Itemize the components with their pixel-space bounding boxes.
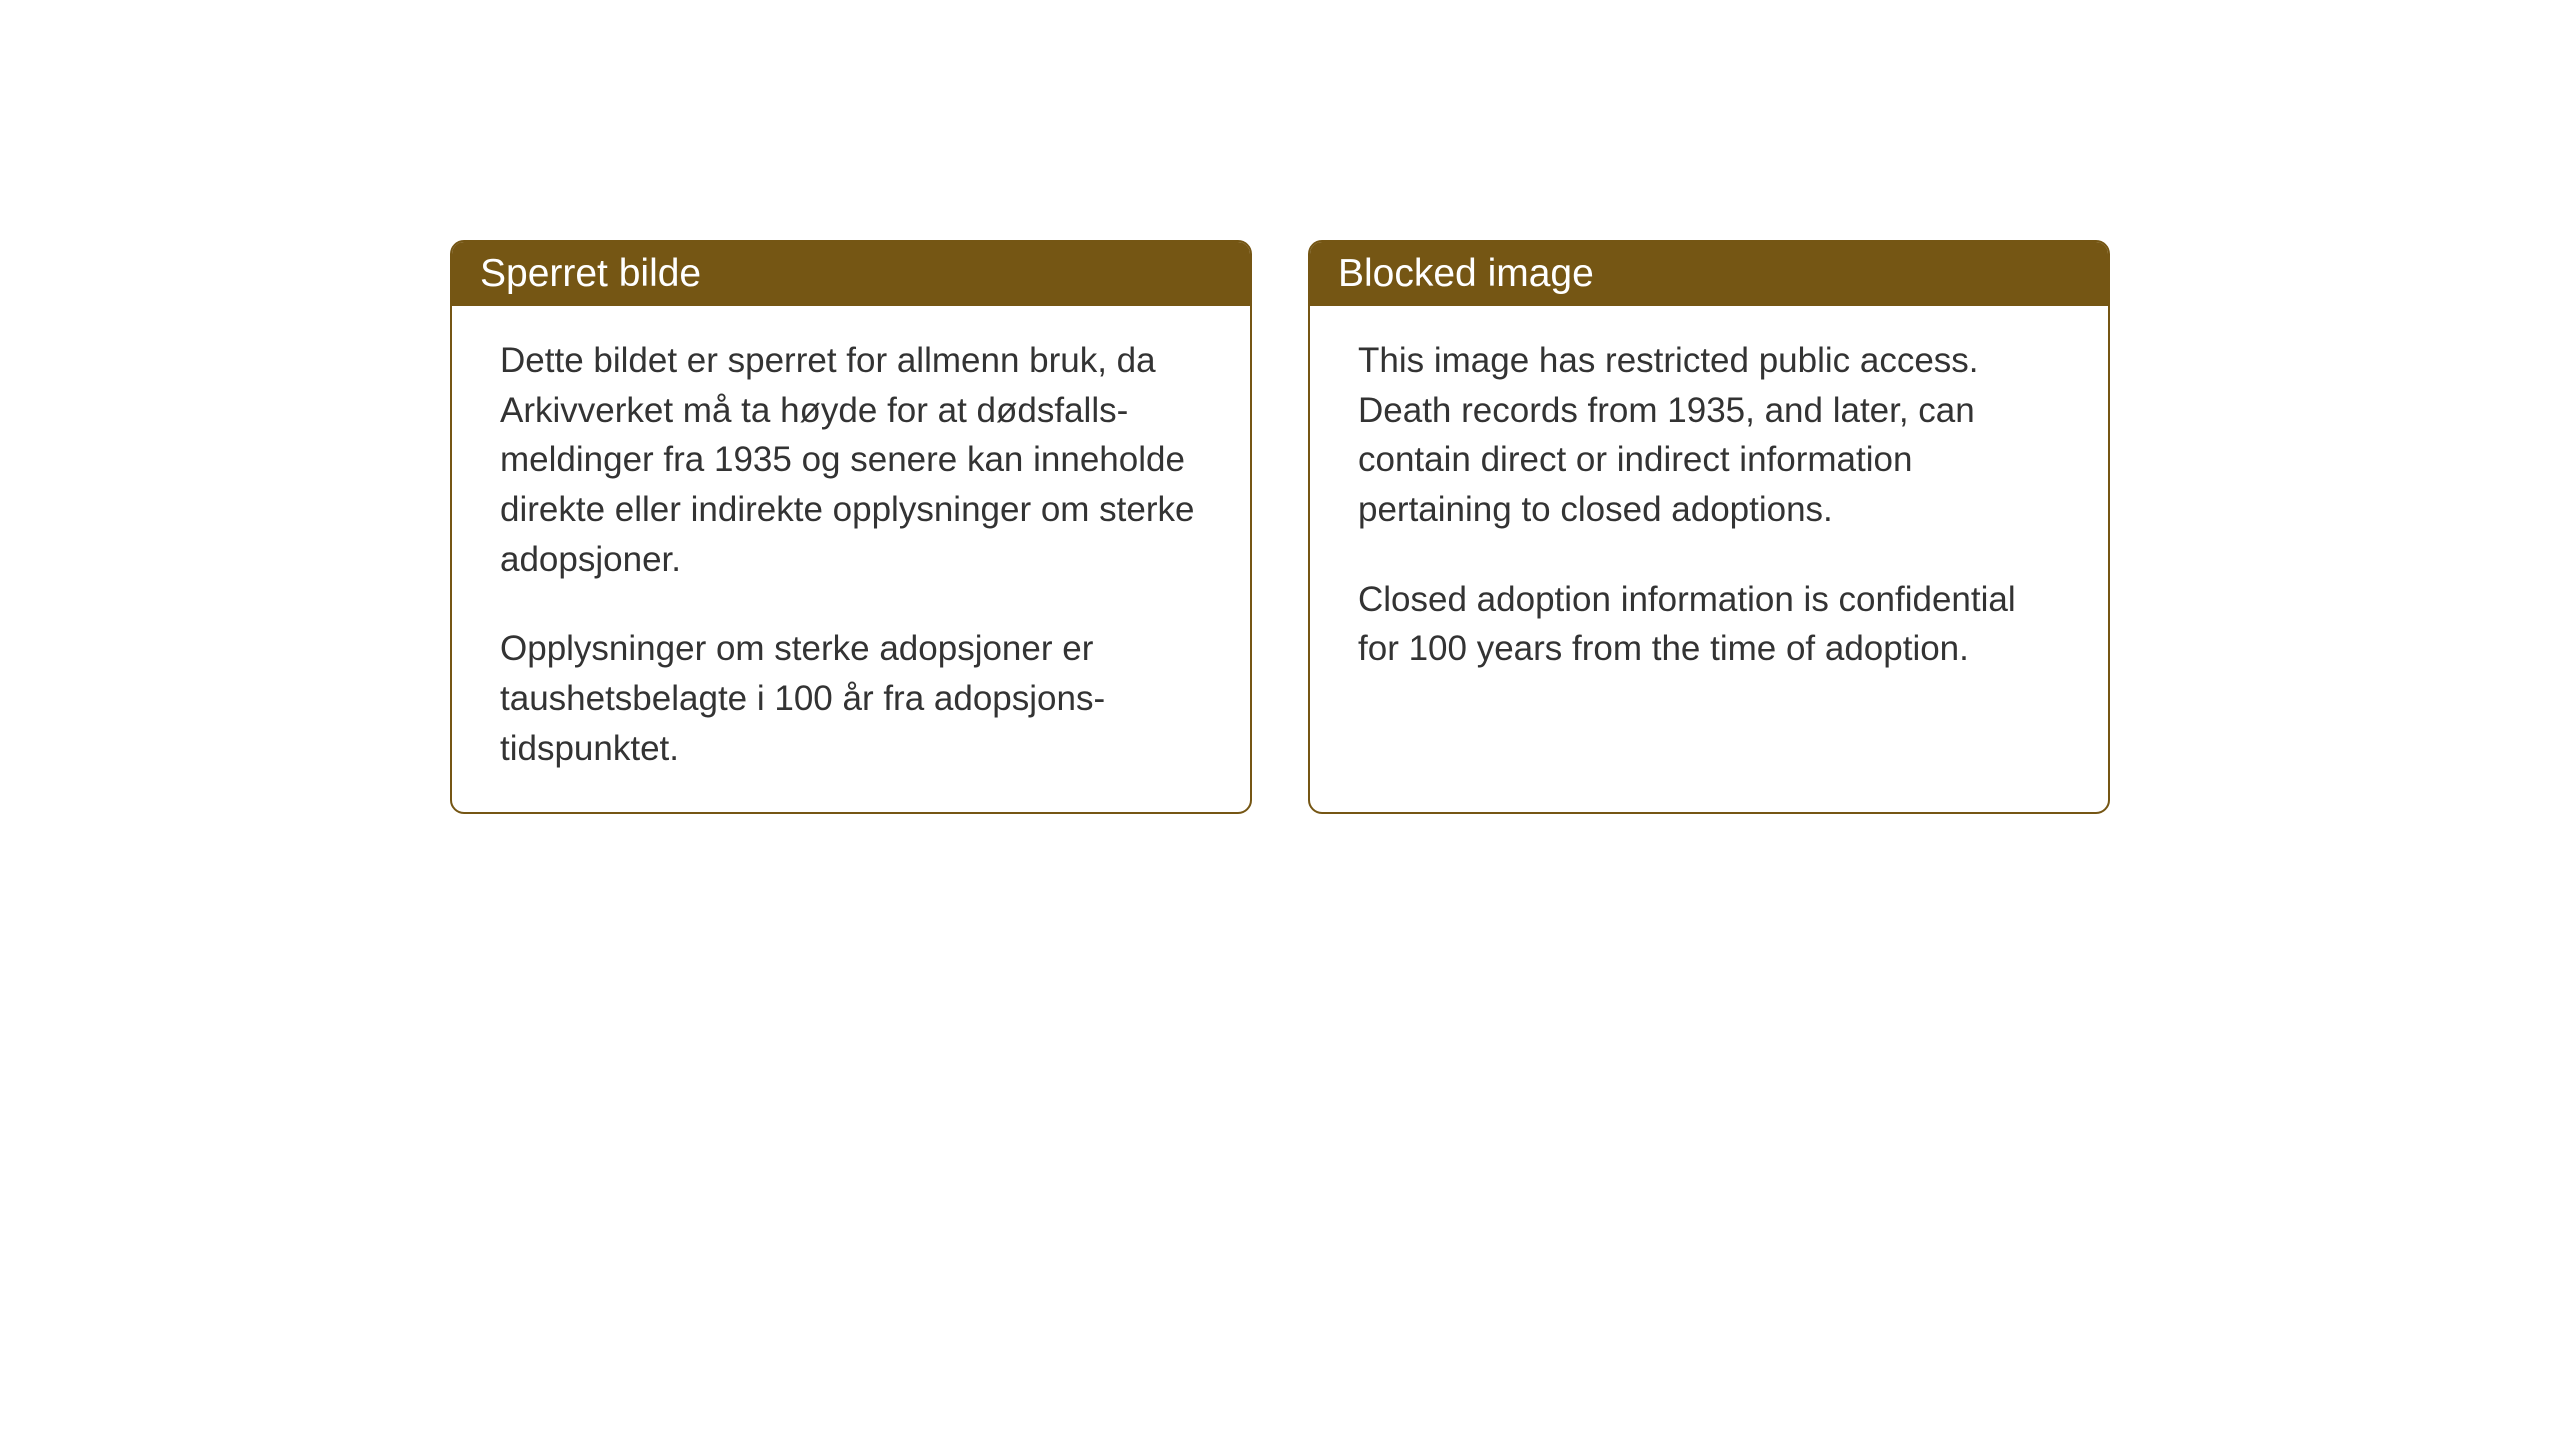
norwegian-paragraph-1: Dette bildet er sperret for allmenn bruk… <box>500 336 1202 584</box>
norwegian-paragraph-2: Opplysninger om sterke adopsjoner er tau… <box>500 624 1202 773</box>
norwegian-card-title: Sperret bilde <box>452 242 1250 306</box>
english-paragraph-1: This image has restricted public access.… <box>1358 336 2060 535</box>
english-card-title: Blocked image <box>1310 242 2108 306</box>
norwegian-notice-card: Sperret bilde Dette bildet er sperret fo… <box>450 240 1252 814</box>
norwegian-card-body: Dette bildet er sperret for allmenn bruk… <box>452 306 1250 812</box>
english-paragraph-2: Closed adoption information is confident… <box>1358 575 2060 674</box>
notice-container: Sperret bilde Dette bildet er sperret fo… <box>450 240 2110 814</box>
english-card-body: This image has restricted public access.… <box>1310 306 2108 756</box>
english-notice-card: Blocked image This image has restricted … <box>1308 240 2110 814</box>
